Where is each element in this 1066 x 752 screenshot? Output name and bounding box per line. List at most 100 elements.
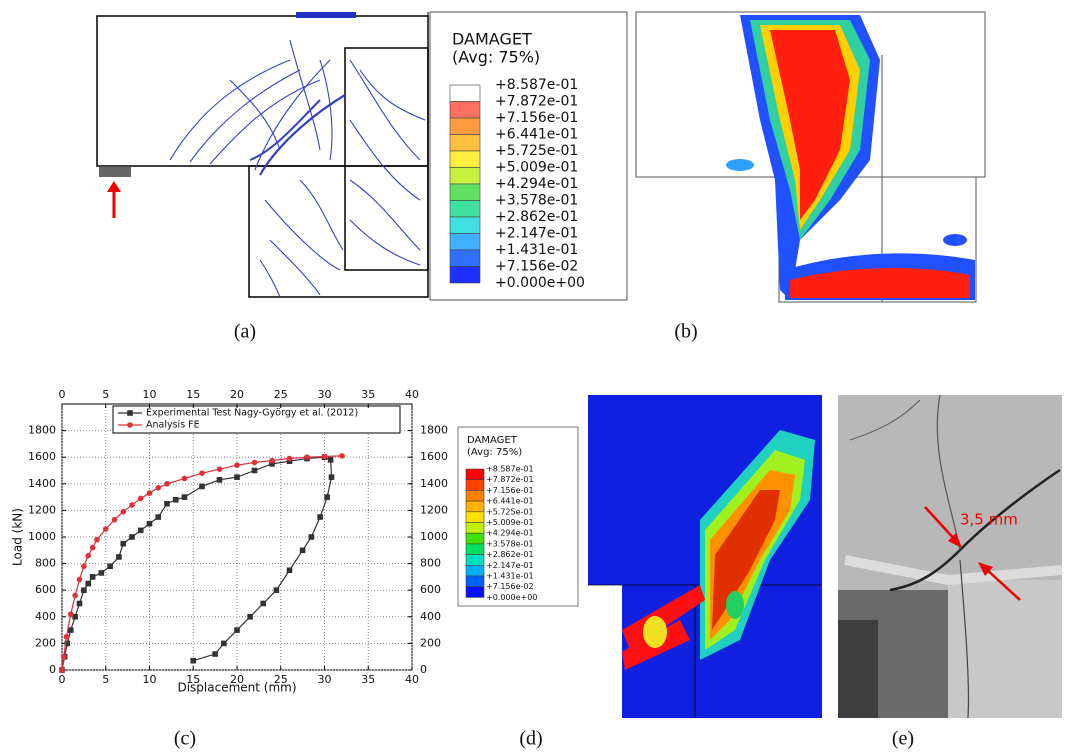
data-point [321, 453, 328, 460]
y-tick-label: 1800 [28, 424, 56, 437]
legend-level: +1.431e-01 [495, 242, 578, 258]
x-top-tick-label: 10 [143, 388, 157, 401]
series-line [61, 455, 343, 671]
legend-level: +3.578e-01 [495, 193, 578, 209]
data-point [59, 667, 65, 673]
data-point [234, 627, 240, 633]
data-point [146, 520, 153, 527]
legend-swatch [465, 468, 485, 480]
legend-swatch [449, 249, 481, 267]
data-point [98, 570, 105, 576]
data-point [72, 592, 78, 599]
legend-label: Analysis FE [146, 420, 200, 431]
legend-swatch [465, 479, 485, 491]
data-point [234, 474, 240, 480]
legend-label: Experimental Test Nagy-György et al. (20… [146, 408, 358, 419]
y-right-tick-label: 800 [420, 557, 441, 570]
data-point [85, 580, 92, 587]
legend-level: +4.294e-01 [495, 176, 578, 192]
data-point [164, 481, 170, 487]
data-point [85, 552, 92, 559]
y-right-tick-label: 600 [420, 583, 441, 596]
legend-level: +4.294e-01 [486, 529, 534, 538]
legend-level: +8.587e-01 [486, 465, 534, 474]
legend-level: +7.156e-01 [495, 110, 578, 126]
x-top-tick-label: 35 [361, 388, 375, 401]
legend-swatch [449, 150, 481, 168]
legend-subtitle: (Avg: 75%) [467, 447, 522, 458]
legend-swatch [449, 233, 481, 251]
data-point [327, 457, 334, 463]
panel-d-model [588, 395, 822, 718]
legend-level: +2.147e-01 [486, 561, 534, 570]
data-point [324, 494, 330, 500]
x-tick-label: 20 [230, 673, 244, 686]
data-point [89, 544, 96, 551]
y-right-tick-label: 1600 [420, 450, 448, 463]
legend-level: +5.009e-01 [486, 518, 534, 527]
data-point [94, 536, 100, 543]
legend-swatch [465, 543, 485, 555]
legend-level: +0.000e+00 [495, 275, 585, 291]
y-right-tick-label: 200 [420, 636, 441, 649]
legend-title: DAMAGET [452, 30, 532, 49]
x-tick-label: 0 [59, 673, 66, 686]
data-point [137, 527, 144, 534]
data-point [273, 587, 280, 593]
x-tick-label: 30 [318, 673, 332, 686]
legend-level: +7.872e-01 [495, 94, 578, 110]
y-tick-label: 1000 [28, 530, 56, 543]
data-point [199, 470, 205, 476]
data-point [221, 640, 227, 647]
panel-b-model [635, 11, 986, 303]
legend-swatch [449, 84, 481, 102]
data-point [216, 477, 223, 483]
data-point [269, 461, 275, 467]
data-point [181, 475, 188, 482]
x-top-tick-label: 30 [318, 388, 332, 401]
legend-swatch [449, 101, 481, 119]
y-right-tick-label: 1800 [420, 424, 448, 437]
data-point [260, 600, 267, 607]
data-point [146, 490, 153, 496]
series-line [61, 456, 333, 671]
legend-swatch [465, 490, 485, 502]
data-point [155, 514, 162, 520]
x-axis-title: Displacement (mm) [177, 681, 296, 695]
legend-level: +2.147e-01 [495, 226, 578, 242]
legend-level: +6.441e-01 [495, 127, 578, 143]
data-point [251, 467, 258, 474]
data-point [89, 574, 96, 580]
data-point [63, 633, 70, 640]
y-tick-label: 1400 [28, 477, 56, 490]
legend-level: +6.441e-01 [486, 497, 534, 506]
x-top-tick-label: 15 [186, 388, 200, 401]
legend-level: +2.862e-01 [495, 209, 578, 225]
data-point [102, 526, 109, 532]
data-point [304, 454, 310, 461]
data-point [72, 614, 78, 620]
data-point [120, 508, 127, 515]
data-point [172, 496, 179, 503]
legend-marker [127, 422, 133, 428]
panel-e-photo [838, 394, 1063, 719]
data-point [129, 534, 135, 540]
chart-legend-box [112, 405, 401, 434]
x-top-tick-label: 20 [230, 388, 244, 401]
legend-swatch [465, 564, 485, 577]
legend-level: +5.009e-01 [495, 160, 578, 176]
data-point [76, 600, 83, 607]
x-tick-label: 5 [102, 673, 109, 686]
legend-subtitle: (Avg: 75%) [452, 48, 540, 67]
data-point [67, 611, 74, 617]
x-tick-label: 35 [361, 673, 375, 686]
data-point [190, 657, 197, 664]
legend-swatch [449, 216, 481, 234]
data-point [137, 495, 144, 502]
data-point [286, 567, 293, 574]
y-tick-label: 800 [35, 557, 56, 570]
x-tick-label: 40 [405, 673, 419, 686]
legend-swatch [449, 117, 481, 135]
